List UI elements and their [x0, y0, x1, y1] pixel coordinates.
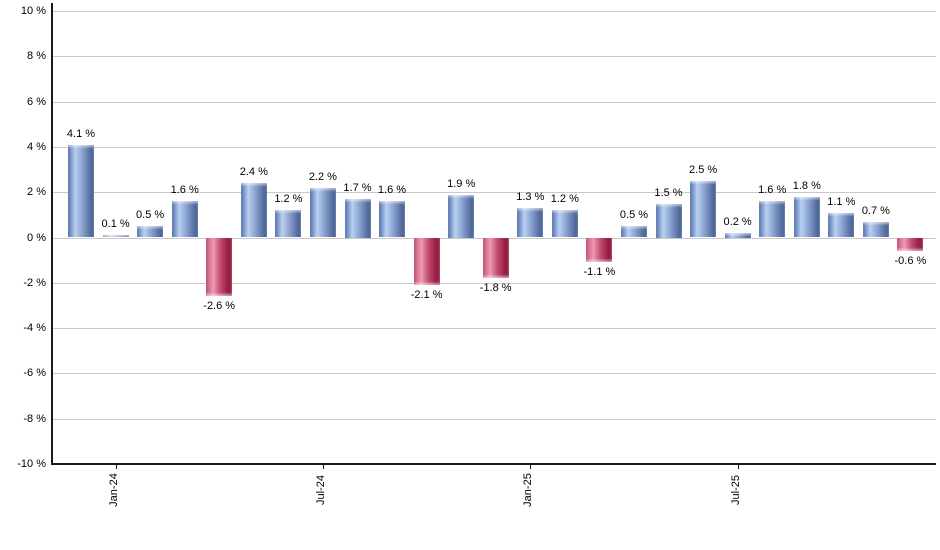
bar: [621, 226, 647, 238]
bar: [655, 203, 682, 238]
bar: [344, 199, 371, 238]
bar: [240, 183, 267, 238]
bar: [102, 235, 129, 238]
bar: [724, 233, 751, 238]
bar-value-label: 2.5 %: [689, 163, 718, 176]
bar: [137, 226, 164, 238]
x-tick-label: Jan-25: [522, 473, 535, 507]
bar: [586, 237, 613, 263]
bar-value-label: 1.6 %: [170, 184, 199, 197]
y-tick-label: 0 %: [27, 232, 46, 244]
gridline: [52, 373, 936, 374]
y-tick-label: 10 %: [20, 5, 46, 17]
gridline: [52, 328, 936, 329]
x-tick-mark: [738, 463, 739, 469]
bar-value-label: 1.5 %: [654, 186, 683, 199]
gridline: [52, 56, 936, 57]
bar: [759, 201, 786, 238]
bar: [862, 221, 889, 238]
bar-value-label: -2.1 %: [410, 289, 443, 302]
y-tick-label: 4 %: [27, 141, 46, 153]
x-tick-mark: [530, 463, 531, 469]
bar-value-label: 2.2 %: [308, 170, 337, 183]
bar-value-label: 0.2 %: [723, 216, 752, 228]
bar: [828, 212, 855, 238]
bar: [379, 201, 405, 238]
bar-value-label: -0.6 %: [894, 255, 927, 268]
bar: [482, 237, 509, 279]
x-tick-mark: [323, 463, 324, 469]
bar-value-label: 1.9 %: [447, 177, 476, 190]
bar-value-label: 1.3 %: [516, 191, 545, 204]
bar: [275, 210, 302, 238]
bar-value-label: 1.1 %: [827, 195, 856, 208]
y-tick-label: 2 %: [27, 186, 46, 198]
gridline: [52, 283, 936, 284]
bar: [897, 237, 924, 252]
y-tick-label: -4 %: [23, 322, 46, 334]
y-tick-label: -6 %: [23, 367, 46, 379]
bar-value-label: 0.1 %: [101, 218, 130, 231]
y-tick-label: -10 %: [17, 458, 46, 470]
y-tick-label: -8 %: [23, 413, 46, 425]
bar: [690, 180, 717, 238]
bar: [551, 210, 578, 238]
bar-value-label: -2.6 %: [203, 300, 236, 313]
x-tick-label: Jul-24: [314, 475, 327, 505]
gridline: [52, 11, 936, 12]
bar: [517, 208, 544, 238]
bar-value-label: -1.8 %: [479, 282, 512, 295]
bar: [448, 194, 475, 238]
gridline: [52, 419, 936, 420]
x-tick-label: Jul-25: [729, 475, 742, 505]
gridline: [52, 147, 936, 148]
gridline: [52, 192, 936, 193]
bar: [309, 187, 336, 238]
bar-value-label: 2.4 %: [239, 166, 268, 179]
bar-value-label: 1.6 %: [758, 184, 787, 197]
bar: [793, 196, 820, 238]
bar-value-label: 0.7 %: [861, 204, 890, 217]
bar: [206, 237, 233, 297]
bar-value-label: 1.7 %: [343, 182, 372, 194]
y-axis-line: [51, 3, 53, 465]
gridline: [52, 102, 936, 103]
x-axis-line: [51, 463, 936, 465]
y-tick-label: 8 %: [27, 50, 46, 62]
bar-value-label: 1.6 %: [377, 184, 407, 197]
bar-value-label: 1.2 %: [550, 193, 579, 206]
x-tick-label: Jan-24: [107, 473, 120, 507]
bar-value-label: 4.1 %: [66, 127, 96, 140]
y-tick-label: 6 %: [27, 96, 46, 108]
bar: [68, 144, 94, 238]
bar-value-label: 1.8 %: [792, 179, 821, 192]
bar: [171, 201, 198, 238]
x-tick-mark: [116, 463, 117, 469]
bar-value-label: 0.5 %: [136, 209, 165, 222]
bar-value-label: 1.2 %: [274, 193, 303, 206]
bar-value-label: -1.1 %: [583, 266, 616, 279]
y-tick-label: -2 %: [23, 277, 46, 289]
bar: [413, 237, 440, 286]
bar-value-label: 0.5 %: [619, 209, 649, 222]
